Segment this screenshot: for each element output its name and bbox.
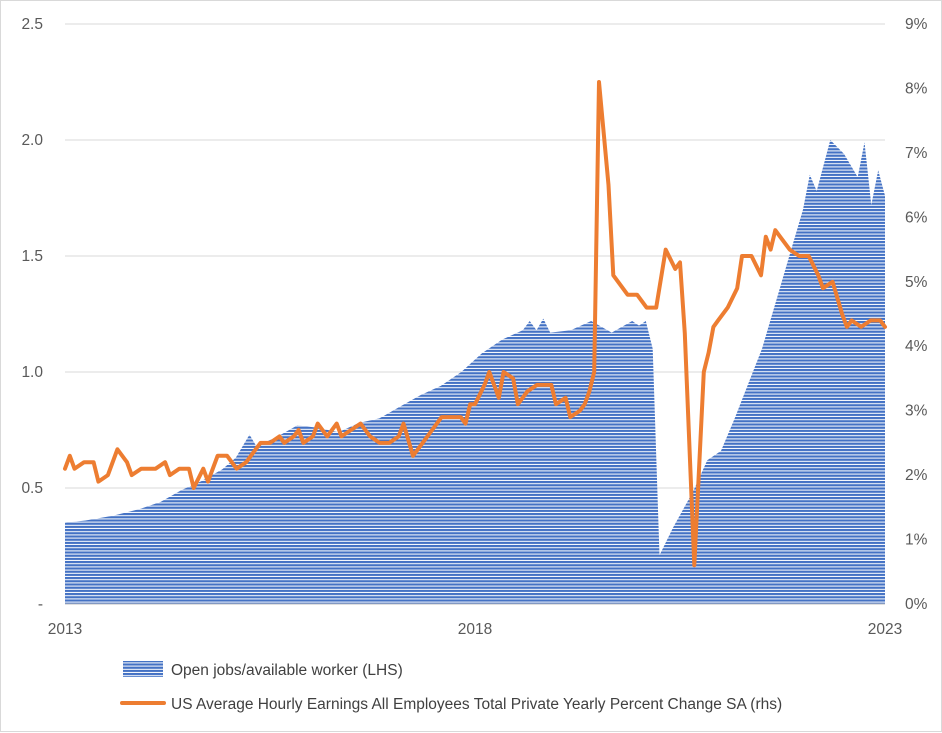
y-left-tick-label: - xyxy=(38,596,43,613)
area-open-jobs xyxy=(65,140,885,604)
y-right-tick-label: 1% xyxy=(905,532,928,549)
line-hourly-earnings xyxy=(63,80,887,568)
y-right-tick-label: 6% xyxy=(905,209,928,226)
x-tick-label: 2018 xyxy=(458,621,492,638)
y-left-tick-label: 2.0 xyxy=(21,132,43,149)
axes: - 0.5 1.0 1.5 2.0 2.5 0% 1% 2% 3% 4% 5% 6% 7% 8% 9% 2013… xyxy=(21,16,927,638)
legend: Open jobs/available worker (LHS) US Avera… xyxy=(120,661,782,713)
area-series xyxy=(65,140,885,604)
y-right-tick-label: 7% xyxy=(905,145,928,162)
legend-swatch-area xyxy=(123,661,163,677)
line-series xyxy=(63,80,887,568)
y-right-tick-label: 5% xyxy=(905,274,928,291)
y-right-tick-label: 4% xyxy=(905,338,928,355)
y-left-tick-label: 2.5 xyxy=(21,16,43,33)
y-left-tick-label: 0.5 xyxy=(21,480,43,497)
x-tick-label: 2023 xyxy=(868,621,902,638)
y-left-tick-label: 1.0 xyxy=(21,364,43,381)
y-left-tick-label: 1.5 xyxy=(21,248,43,265)
y-right-tick-label: 2% xyxy=(905,467,928,484)
y-right-tick-label: 8% xyxy=(905,80,928,97)
legend-label-area: Open jobs/available worker (LHS) xyxy=(171,662,403,679)
y-right-tick-label: 9% xyxy=(905,16,928,33)
y-right-tick-label: 3% xyxy=(905,403,928,420)
legend-label-line: US Average Hourly Earnings All Employees… xyxy=(171,696,782,713)
x-tick-label: 2013 xyxy=(48,621,82,638)
y-right-tick-label: 0% xyxy=(905,596,928,613)
